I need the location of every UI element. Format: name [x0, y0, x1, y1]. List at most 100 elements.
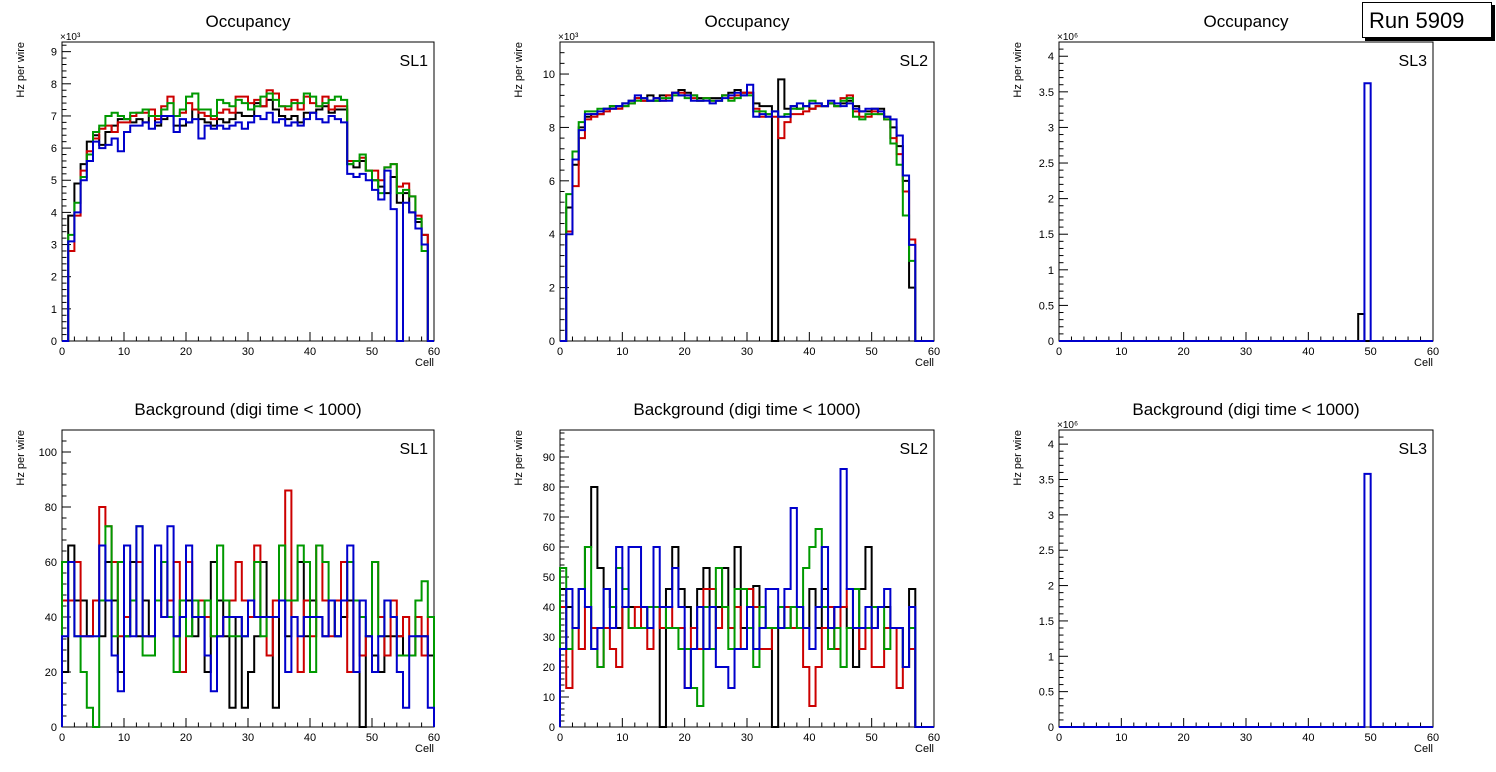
x-tick-label: 30	[242, 346, 254, 358]
y-tick-label: 3	[1048, 510, 1054, 522]
y-tick-label: 1.5	[1039, 229, 1054, 241]
chart-panel-4: 0 10 20 30 40 50 60 0 20 40 60 80 100 Background (dig…	[15, 400, 440, 755]
series-layer4	[560, 83, 934, 342]
run-label: Run 5909	[1369, 8, 1465, 33]
y-exponent-label: ×10⁶	[1057, 32, 1078, 43]
y-tick-label: 4	[549, 229, 555, 241]
y-tick-label: 3	[1048, 122, 1054, 134]
x-axis-label: Cell	[915, 743, 934, 755]
series-layer4	[559, 468, 934, 728]
y-tick-label: 1.5	[1039, 616, 1054, 628]
superlayer-label: SL2	[900, 53, 929, 70]
series-layer1	[560, 78, 934, 342]
y-axis-label: Hz per wire	[15, 42, 27, 98]
x-tick-label: 20	[1178, 346, 1190, 358]
y-tick-label: 10	[543, 692, 555, 704]
series-layer2	[559, 588, 934, 728]
y-tick-label: 2.5	[1039, 158, 1054, 170]
y-tick-label: 9	[51, 47, 57, 59]
x-tick-label: 0	[59, 346, 65, 358]
series-layer4	[1059, 82, 1433, 342]
chart-title: Occupancy	[1203, 12, 1289, 31]
chart-panel-6: 0 10 20 30 40 50 60 0 0.5 1 1.5 2 2.5 3 3.5 4×10⁶ Backgr…	[1012, 400, 1439, 755]
y-tick-label: 0	[51, 336, 57, 348]
series-layer1	[62, 98, 434, 342]
y-tick-label: 6	[549, 176, 555, 188]
y-tick-label: 8	[51, 79, 57, 91]
chart-title: Background (digi time < 1000)	[1132, 400, 1359, 419]
x-tick-label: 10	[1115, 346, 1127, 358]
x-axis-label: Cell	[415, 743, 434, 755]
x-tick-label: 10	[1115, 732, 1127, 744]
y-tick-label: 70	[543, 512, 555, 524]
x-tick-label: 20	[180, 346, 192, 358]
x-tick-label: 10	[118, 732, 130, 744]
x-tick-label: 60	[428, 346, 440, 358]
y-tick-label: 80	[45, 502, 57, 514]
series-layer2	[560, 91, 934, 342]
x-tick-label: 30	[741, 732, 753, 744]
y-exponent-label: ×10³	[558, 32, 579, 43]
x-tick-label: 50	[366, 732, 378, 744]
x-tick-label: 50	[366, 346, 378, 358]
y-exponent-label: ×10⁶	[1057, 420, 1078, 431]
run-label-box: Run 5909	[1362, 2, 1492, 38]
y-tick-label: 6	[51, 143, 57, 155]
y-tick-label: 3.5	[1039, 87, 1054, 99]
x-tick-label: 10	[118, 346, 130, 358]
y-tick-label: 1	[1048, 265, 1054, 277]
series-layer3	[560, 94, 934, 342]
y-tick-label: 0.5	[1039, 687, 1054, 699]
plot-frame	[1058, 41, 1434, 342]
y-axis-label: Hz per wire	[1012, 430, 1024, 486]
y-tick-label: 2	[1048, 581, 1054, 593]
x-tick-label: 20	[180, 732, 192, 744]
y-tick-label: 3	[51, 240, 57, 252]
y-tick-label: 30	[543, 632, 555, 644]
x-tick-label: 40	[304, 346, 316, 358]
x-tick-label: 40	[803, 346, 815, 358]
x-tick-label: 0	[557, 732, 563, 744]
y-tick-label: 50	[543, 572, 555, 584]
x-tick-label: 0	[1056, 346, 1062, 358]
y-tick-label: 40	[45, 612, 57, 624]
chart-panel-5: 0 10 20 30 40 50 60 0 10 20 30 40 50 60 70 80 90 Backgrou…	[513, 400, 940, 755]
y-tick-label: 60	[543, 542, 555, 554]
x-tick-label: 60	[1427, 732, 1439, 744]
chart-title: Occupancy	[205, 12, 291, 31]
chart-panel-3: 0 10 20 30 40 50 60 0 0.5 1 1.5 2 2.5 3 3.5 4×10⁶ Occupa…	[1012, 12, 1439, 369]
x-tick-label: 60	[428, 732, 440, 744]
x-tick-label: 30	[242, 732, 254, 744]
y-tick-label: 4	[1048, 439, 1054, 451]
y-axis-label: Hz per wire	[15, 430, 27, 486]
y-tick-label: 0	[1048, 722, 1054, 734]
x-tick-label: 0	[59, 732, 65, 744]
chart-title: Background (digi time < 1000)	[633, 400, 860, 419]
x-tick-label: 40	[803, 732, 815, 744]
y-axis-label: Hz per wire	[513, 430, 525, 486]
x-tick-label: 40	[1302, 732, 1314, 744]
superlayer-label: SL2	[900, 441, 929, 458]
y-tick-label: 5	[51, 175, 57, 187]
y-tick-label: 0.5	[1039, 300, 1054, 312]
chart-title: Occupancy	[704, 12, 790, 31]
x-tick-label: 20	[1178, 732, 1190, 744]
y-tick-label: 1	[51, 304, 57, 316]
x-tick-label: 60	[1427, 346, 1439, 358]
series-layer2	[62, 89, 434, 342]
superlayer-label: SL1	[400, 441, 429, 458]
x-tick-label: 50	[866, 346, 878, 358]
y-tick-label: 2.5	[1039, 545, 1054, 557]
y-tick-label: 20	[45, 667, 57, 679]
y-tick-label: 0	[549, 722, 555, 734]
chart-panel-1: 0 10 20 30 40 50 60 0 1 2 3 4 5 6 7 8 9×10³ Occupancy SL1 C…	[15, 12, 440, 369]
chart-panel-2: 0 10 20 30 40 50 60 0 2 4 6 8 10 ×10³ Occupancy SL2 Cell…	[513, 12, 940, 369]
x-tick-label: 30	[1240, 732, 1252, 744]
series-layer4	[62, 111, 434, 342]
chart-title: Background (digi time < 1000)	[134, 400, 361, 419]
y-tick-label: 2	[549, 283, 555, 295]
x-tick-label: 0	[1056, 732, 1062, 744]
x-tick-label: 10	[616, 346, 628, 358]
superlayer-label: SL3	[1399, 53, 1428, 70]
